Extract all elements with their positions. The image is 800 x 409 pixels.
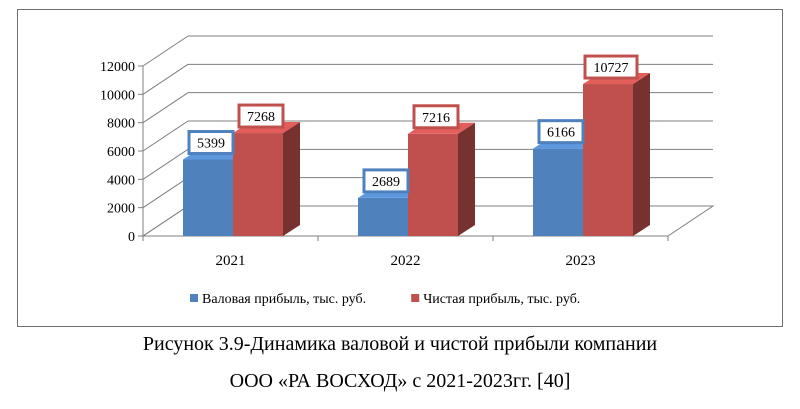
data-label-box <box>362 168 410 194</box>
y-tick-label: 10000 <box>100 88 135 103</box>
bar <box>233 133 283 236</box>
data-label-box <box>412 104 460 130</box>
legend-label: Чистая прибыль, тыс. руб. <box>423 292 580 307</box>
bar <box>533 148 583 236</box>
gridline-depth <box>142 63 189 95</box>
data-label-box <box>187 130 235 156</box>
data-label: 5399 <box>197 137 225 152</box>
y-tick-label: 8000 <box>107 117 135 132</box>
figure-caption-line-2: ООО «РА ВОСХОД» с 2021-2023гг. [40] <box>229 370 571 392</box>
x-category-label: 2021 <box>216 253 246 269</box>
y-tick-label: 6000 <box>107 145 135 160</box>
y-tick-label: 0 <box>128 230 135 245</box>
bar <box>408 133 458 236</box>
chart-plot: 0 2000 4000 6000 8000 10000 12000 2021 2022 2023 5… <box>100 35 715 307</box>
x-category-label: 2023 <box>566 253 596 269</box>
bar <box>358 197 408 236</box>
bar-side <box>633 73 650 236</box>
gridline-depth <box>142 205 189 237</box>
y-tick-label: 12000 <box>100 60 135 75</box>
gridline-depth <box>142 92 189 124</box>
bar-side <box>283 122 300 236</box>
bar <box>183 159 233 236</box>
y-tick-label: 4000 <box>107 173 135 188</box>
legend-swatch <box>411 294 420 302</box>
data-label: 7216 <box>422 111 450 126</box>
legend-label: Валовая прибыль, тыс. руб. <box>202 292 366 307</box>
gridline-depth <box>142 148 189 180</box>
figure-caption-line-1: Рисунок 3.9-Динамика валовой и чистой пр… <box>142 333 658 355</box>
gridline-depth <box>142 120 189 152</box>
bar-side <box>458 122 475 236</box>
gridline-depth <box>142 177 189 209</box>
bar <box>583 84 633 236</box>
data-label-box <box>237 103 285 129</box>
data-label: 10727 <box>594 61 629 76</box>
data-label: 2689 <box>372 175 400 190</box>
y-tick-label: 2000 <box>107 202 135 217</box>
data-label: 6166 <box>547 126 575 141</box>
data-label: 7268 <box>247 110 275 125</box>
legend-swatch <box>190 294 198 302</box>
x-category-label: 2022 <box>391 253 421 269</box>
chart-frame: 0 2000 4000 6000 8000 10000 12000 2021 2022 2023 5… <box>17 9 783 327</box>
data-label-box <box>583 54 639 80</box>
data-label-box <box>537 119 585 145</box>
gridline-depth <box>142 35 189 67</box>
